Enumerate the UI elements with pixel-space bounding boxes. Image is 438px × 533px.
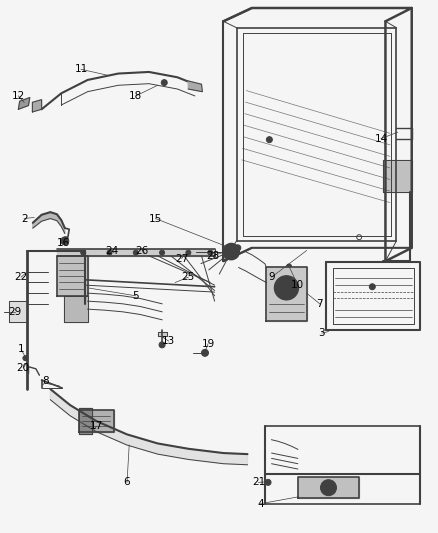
Circle shape: [235, 245, 241, 251]
Circle shape: [266, 136, 272, 143]
Polygon shape: [158, 332, 167, 336]
Polygon shape: [79, 410, 114, 432]
Text: 15: 15: [149, 214, 162, 223]
Circle shape: [275, 276, 298, 300]
Polygon shape: [33, 212, 65, 233]
Polygon shape: [188, 81, 202, 92]
Polygon shape: [50, 389, 247, 465]
Circle shape: [23, 356, 28, 361]
Text: 1: 1: [18, 344, 25, 354]
Text: 6: 6: [124, 478, 131, 487]
Polygon shape: [57, 249, 215, 256]
Polygon shape: [32, 100, 42, 112]
Text: 4: 4: [257, 499, 264, 508]
Text: 20: 20: [17, 363, 30, 373]
Text: 5: 5: [132, 291, 139, 301]
Circle shape: [81, 250, 86, 255]
Polygon shape: [266, 266, 307, 321]
Circle shape: [159, 250, 165, 255]
Polygon shape: [298, 477, 359, 498]
Circle shape: [159, 342, 165, 348]
Circle shape: [223, 244, 239, 260]
Text: 28: 28: [206, 251, 219, 261]
Text: 22: 22: [14, 272, 28, 282]
Text: 7: 7: [316, 299, 323, 309]
Circle shape: [161, 79, 167, 86]
Text: 14: 14: [374, 134, 388, 143]
Text: 13: 13: [162, 336, 175, 346]
Text: 2: 2: [21, 214, 28, 223]
Circle shape: [107, 250, 112, 255]
Circle shape: [369, 284, 375, 290]
Text: 12: 12: [12, 91, 25, 101]
Circle shape: [208, 250, 213, 255]
Polygon shape: [57, 256, 88, 296]
Text: 3: 3: [318, 328, 325, 338]
Polygon shape: [9, 301, 27, 322]
Text: 11: 11: [74, 64, 88, 74]
Polygon shape: [18, 98, 30, 109]
Circle shape: [265, 479, 271, 486]
Text: 24: 24: [105, 246, 118, 255]
Circle shape: [186, 250, 191, 255]
Circle shape: [63, 239, 67, 243]
Text: 8: 8: [42, 376, 49, 386]
Circle shape: [283, 285, 290, 291]
Circle shape: [321, 480, 336, 496]
Text: 17: 17: [90, 422, 103, 431]
Polygon shape: [64, 296, 88, 322]
Text: 16: 16: [57, 238, 70, 247]
Polygon shape: [79, 408, 92, 434]
Text: 18: 18: [129, 91, 142, 101]
Text: 9: 9: [268, 272, 275, 282]
Circle shape: [61, 237, 69, 245]
Circle shape: [133, 250, 138, 255]
Text: 19: 19: [201, 339, 215, 349]
Circle shape: [279, 281, 293, 295]
Circle shape: [201, 349, 208, 357]
Circle shape: [286, 264, 292, 269]
Text: 25: 25: [182, 272, 195, 282]
Circle shape: [325, 483, 332, 492]
Text: 26: 26: [136, 246, 149, 255]
Text: 10: 10: [291, 280, 304, 290]
Polygon shape: [383, 160, 412, 192]
Text: 27: 27: [175, 254, 188, 263]
Text: 29: 29: [9, 307, 22, 317]
Text: 21: 21: [252, 478, 265, 487]
